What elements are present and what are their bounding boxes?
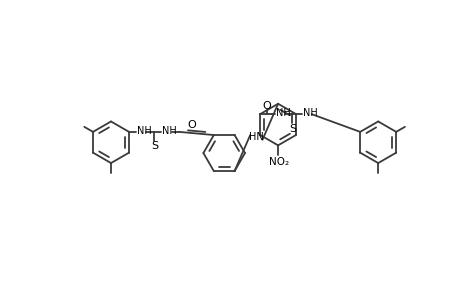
- Text: NH: NH: [302, 108, 317, 118]
- Text: HN: HN: [248, 132, 263, 142]
- Text: NO₂: NO₂: [268, 157, 288, 166]
- Text: NH: NH: [162, 126, 177, 136]
- Text: S: S: [151, 142, 157, 152]
- Text: NH: NH: [276, 108, 291, 118]
- Text: O: O: [187, 120, 196, 130]
- Text: O: O: [262, 101, 271, 112]
- Text: NH: NH: [136, 126, 151, 136]
- Text: S: S: [288, 124, 295, 134]
